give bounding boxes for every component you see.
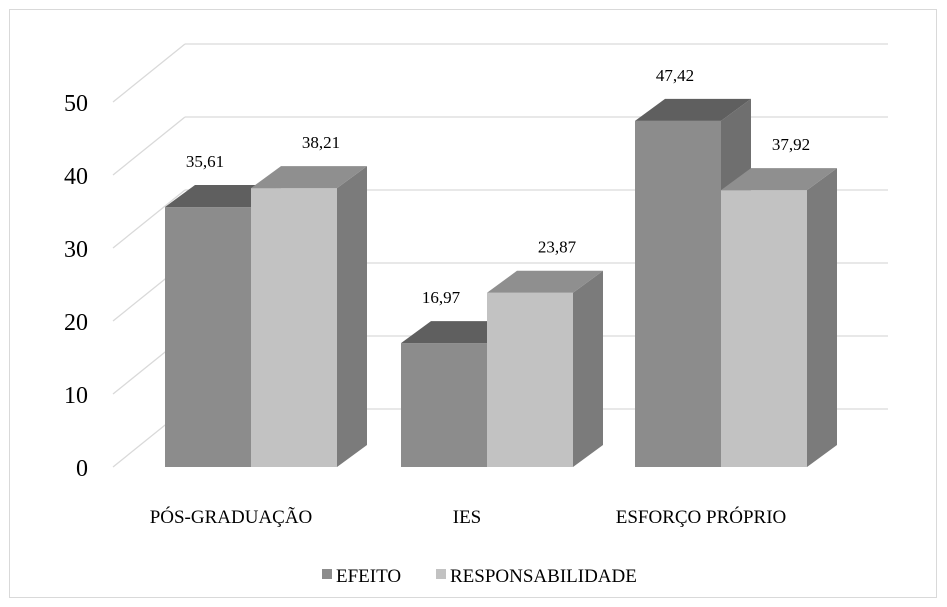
- bar-front: [401, 343, 487, 467]
- bar-side: [573, 270, 603, 467]
- gridline-diagonal: [112, 43, 186, 103]
- legend: EFEITO RESPONSABILIDADE: [322, 566, 637, 587]
- category-label: PÓS-GRADUAÇÃO: [150, 506, 313, 528]
- data-labels: 35,61 38,21 16,97 23,87 47,42 37,92: [186, 66, 810, 307]
- y-tick-label: 0: [76, 456, 88, 482]
- category-label: IES: [453, 507, 482, 528]
- category-label: ESFORÇO PRÓPRIO: [616, 506, 787, 528]
- y-tick-label: 10: [64, 383, 88, 409]
- y-tick-label: 40: [64, 164, 88, 190]
- legend-label: RESPONSABILIDADE: [450, 566, 637, 587]
- bar-side: [337, 166, 367, 467]
- data-label: 23,87: [538, 238, 577, 257]
- data-label: 16,97: [422, 288, 461, 307]
- data-label: 38,21: [302, 133, 340, 152]
- data-label: 35,61: [186, 152, 224, 171]
- bar-front: [635, 120, 721, 468]
- y-tick-label: 20: [64, 310, 88, 336]
- y-tick-label: 30: [64, 237, 88, 263]
- bar-top: [251, 166, 367, 189]
- x-axis-categories: PÓS-GRADUAÇÃO IES ESFORÇO PRÓPRIO: [150, 506, 787, 528]
- bar-top: [487, 270, 603, 293]
- bar-front: [487, 292, 573, 467]
- y-axis-ticks: 0 10 20 30 40 50: [64, 91, 88, 482]
- bar-top: [721, 168, 837, 191]
- legend-label: EFEITO: [336, 566, 401, 587]
- legend-swatch: [322, 569, 332, 579]
- bar-front: [165, 207, 251, 467]
- bar-front: [251, 188, 337, 467]
- y-tick-label: 50: [64, 91, 88, 117]
- bar-side: [807, 168, 837, 467]
- data-label: 37,92: [772, 135, 810, 154]
- bar-front: [721, 190, 807, 467]
- gridline-diagonal: [112, 116, 186, 176]
- legend-swatch: [436, 569, 446, 579]
- bar-top: [635, 98, 751, 121]
- gridline-diagonal: [112, 189, 186, 249]
- bars: [165, 98, 837, 468]
- data-label: 47,42: [656, 66, 694, 85]
